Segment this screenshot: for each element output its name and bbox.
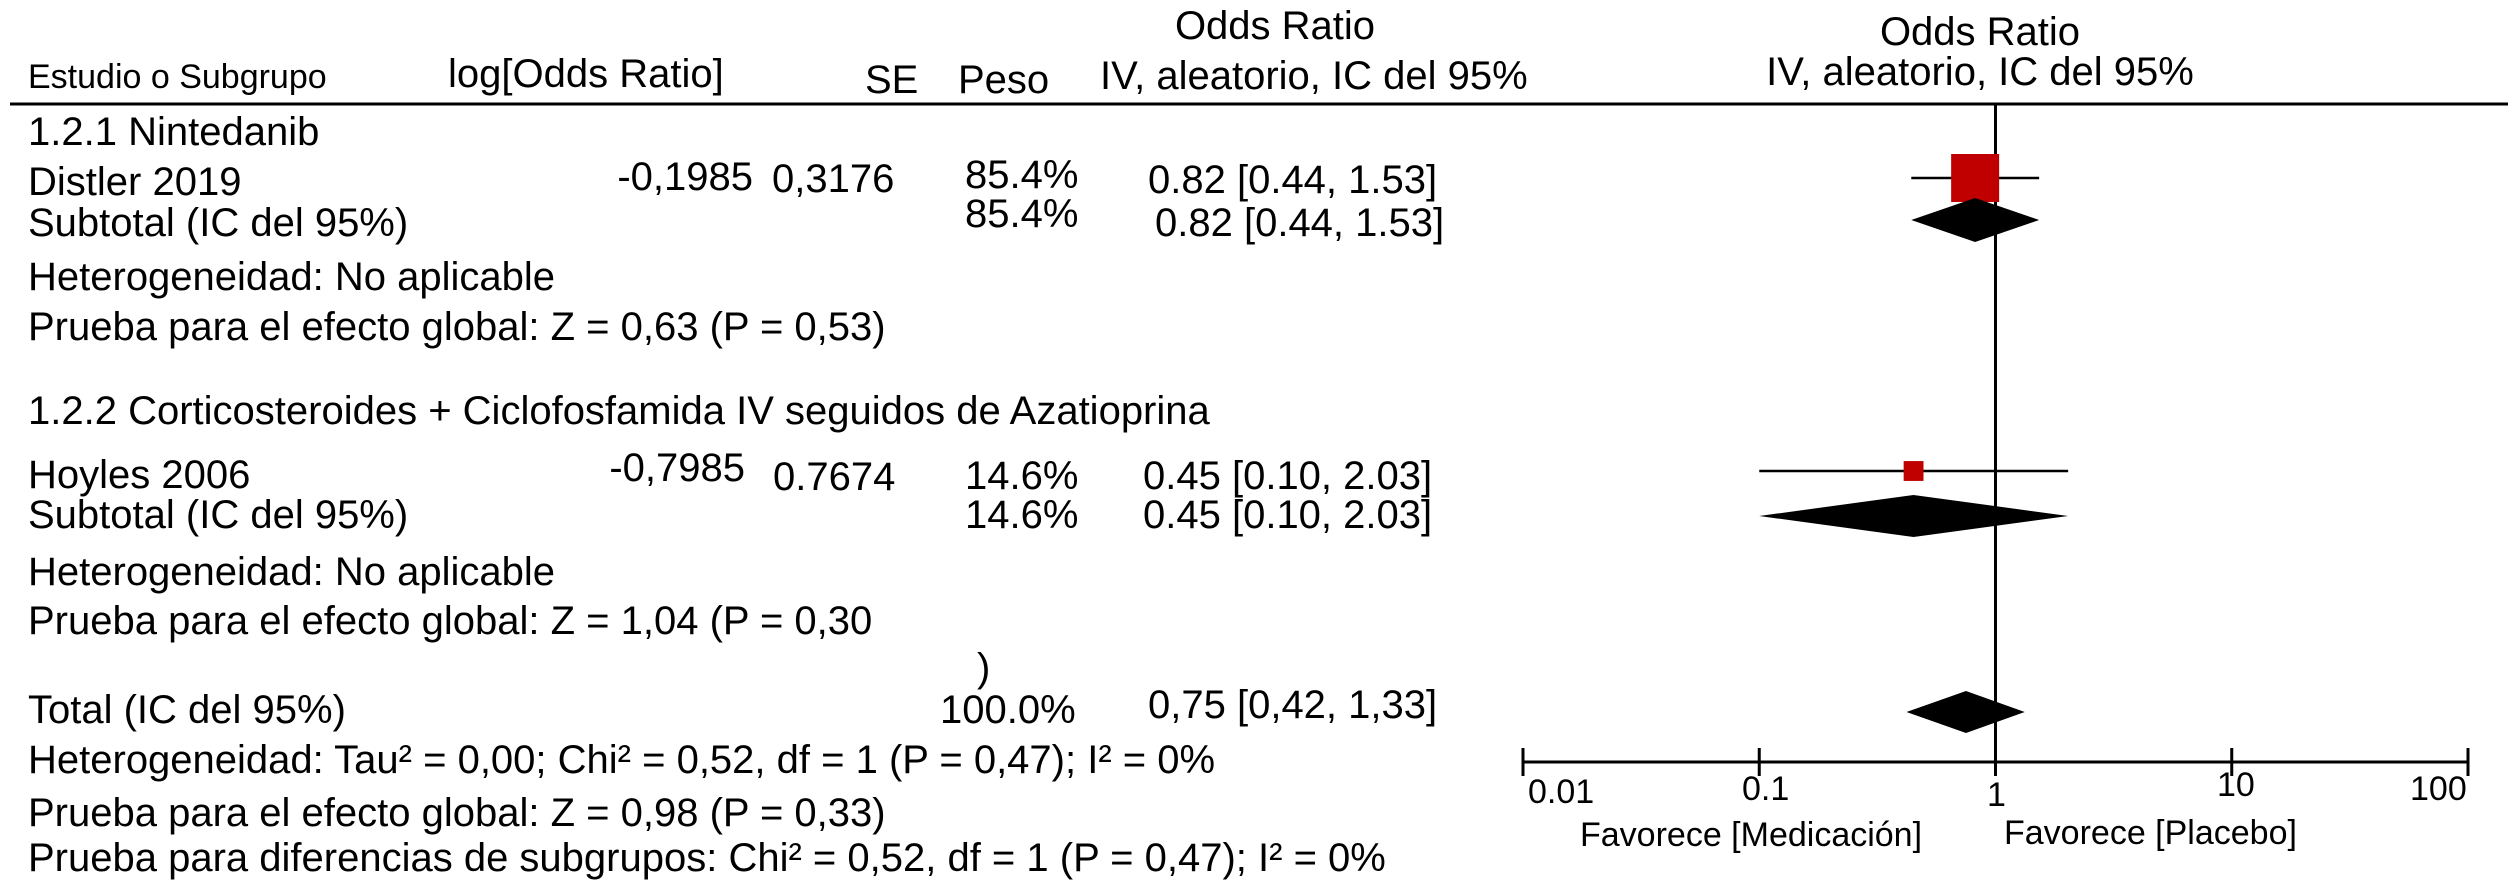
favours-left-label: Favorece [Medicación] [1580,816,1923,854]
summary-diamond-1 [1911,198,2040,242]
summary-diamond-3 [1906,691,2025,733]
study-marker-1 [1951,154,2000,202]
axis-tick-label-100: 100 [2410,770,2467,808]
subgroup-1-label: 1.2.1 Nintedanib [28,110,320,154]
subgroup-difference-test: Prueba para diferencias de subgrupos: Ch… [28,836,1386,880]
study-2-se: 0.7674 [773,455,896,499]
total-overall-effect: Prueba para el efecto global: Z = 0,98 (… [28,791,886,835]
axis-tick-label-0.01: 0.01 [1528,773,1595,811]
total-label: Total (IC del 95%) [28,688,346,732]
study-2-name: Hoyles 2006 [28,453,251,497]
plot-header-method: IV, aleatorio, IC del 95% [1766,50,2194,94]
subgroup-1-overall-effect: Prueba para el efecto global: Z = 0,63 (… [28,305,886,349]
axis-tick-label-0.1: 0.1 [1742,770,1790,808]
subtotal-2-weight: 14.6% [965,493,1079,537]
study-2-weight: 14.6% [965,454,1079,498]
header-se: SE [865,58,919,102]
header-weight: Peso [958,58,1050,102]
subgroup-2-overall-effect: Prueba para el efecto global: Z = 1,04 (… [28,599,873,643]
total-heterogeneity: Heterogeneidad: Tau² = 0,00; Chi² = 0,52… [28,738,1216,782]
study-2-ci: 0.45 [0.10, 2.03] [1143,454,1433,498]
subtotal-1-weight: 85.4% [965,192,1079,236]
subtotal-2-ci: 0.45 [0.10, 2.03] [1143,493,1433,537]
subgroup-1-heterogeneity: Heterogeneidad: No aplicable [28,255,556,299]
subtotal-1-label: Subtotal (IC del 95%) [28,201,409,245]
plot-header-title: Odds Ratio [1879,10,2081,54]
study-2-log-or: -0,7985 [609,446,745,490]
total-weight: 100.0% [940,688,1076,732]
subgroup-2-heterogeneity: Heterogeneidad: No aplicable [28,550,556,594]
header-log-or: log[Odds Ratio] [448,52,724,96]
subgroup-2-label: 1.2.2 Corticosteroides + Ciclofosfamida … [28,389,1210,433]
axis-tick-label-1: 1 [1987,776,2006,814]
study-1-ci: 0.82 [0.44, 1.53] [1148,158,1438,202]
subgroup-2-overall-effect-wrap: ) [977,646,991,690]
total-ci: 0,75 [0,42, 1,33] [1148,683,1438,727]
favours-right-label: Favorece [Placebo] [2004,814,2297,852]
summary-diamond-2 [1759,495,2069,537]
header-or-title: Odds Ratio [1174,4,1376,48]
study-1-weight: 85.4% [965,153,1079,197]
header-study: Estudio o Subgrupo [28,58,327,96]
study-1-log-or: -0,1985 [617,155,753,199]
subtotal-2-label: Subtotal (IC del 95%) [28,493,409,537]
study-1-se: 0,3176 [772,157,895,201]
header-or-method: IV, aleatorio, IC del 95% [1100,54,1528,98]
study-marker-2 [1903,461,1924,481]
subtotal-1-ci: 0.82 [0.44, 1.53] [1155,201,1445,245]
study-1-name: Distler 2019 [28,160,242,204]
axis-tick-label-10: 10 [2217,766,2255,804]
